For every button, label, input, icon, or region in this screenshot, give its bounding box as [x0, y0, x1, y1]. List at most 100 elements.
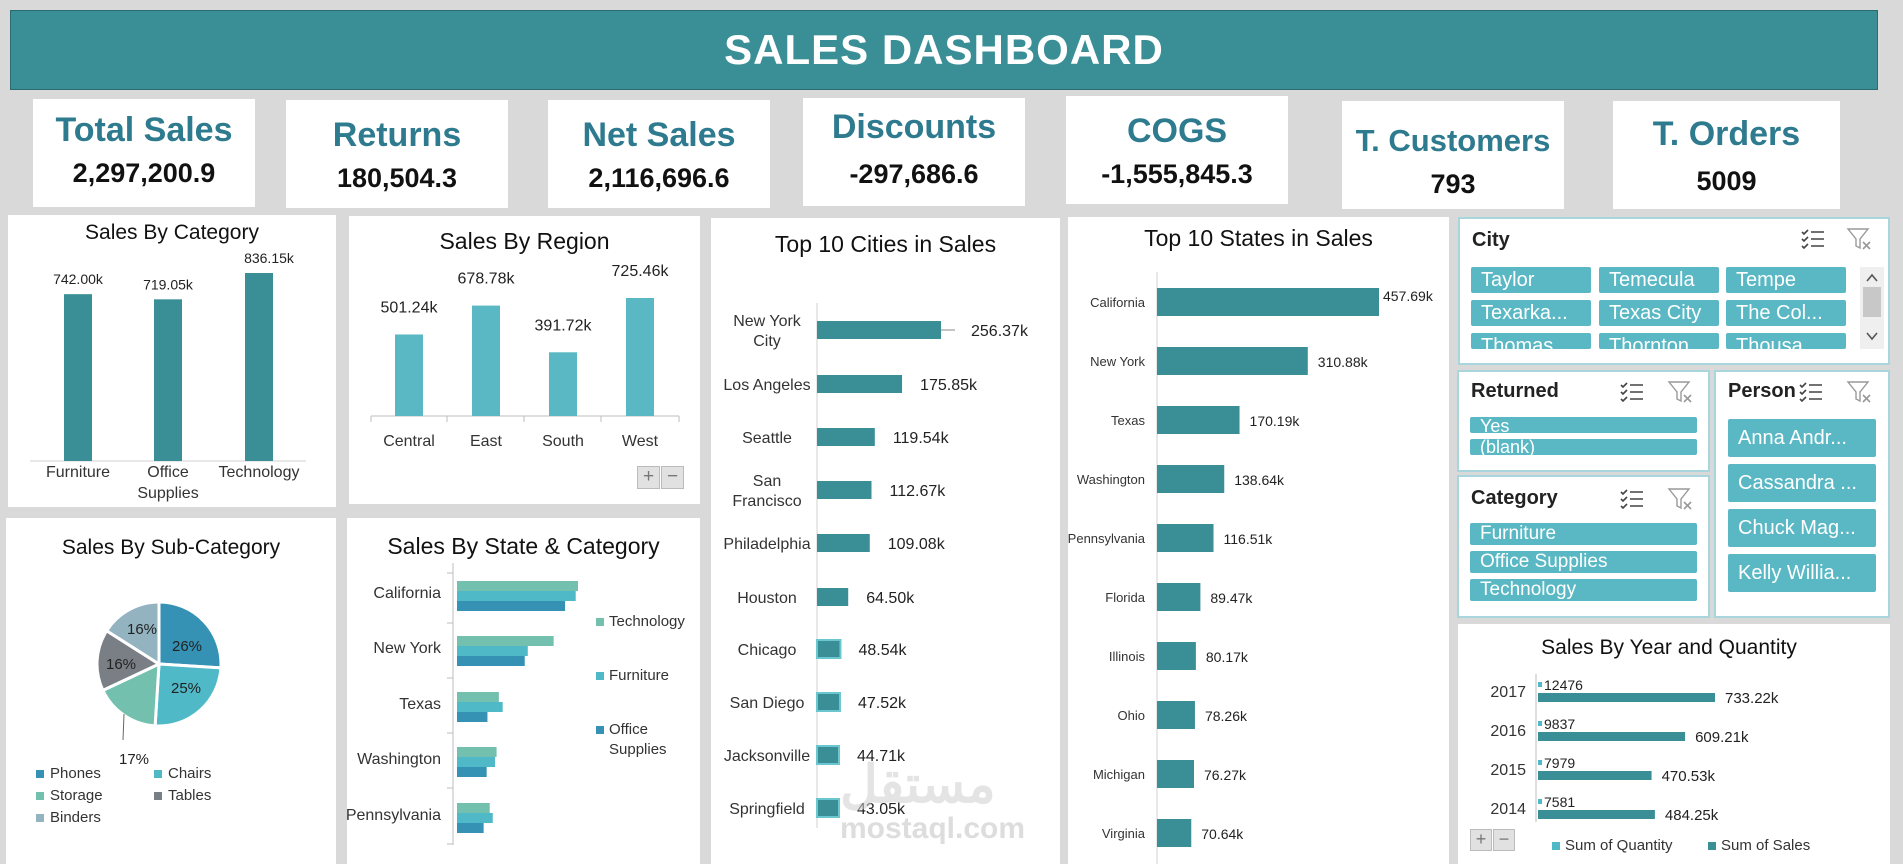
bar	[457, 702, 503, 712]
slicer-item[interactable]: Chuck Mag...	[1728, 509, 1876, 547]
chart-sales-by-category: Sales By Category 742.00k 719.05k 836.15k F…	[8, 215, 336, 507]
slicer-item[interactable]: Cassandra ...	[1728, 464, 1876, 502]
data-label: 16%	[127, 621, 157, 638]
dashboard-title: SALES DASHBOARD	[10, 10, 1878, 90]
bar	[817, 481, 872, 499]
bar	[457, 581, 578, 591]
clear-filter-icon[interactable]	[1846, 227, 1872, 251]
clear-filter-icon[interactable]	[1846, 380, 1872, 404]
expand-icon[interactable]: +	[1470, 829, 1492, 851]
data-label: 609.21k	[1695, 729, 1749, 746]
slicer-returned: Returned Yes (blank)	[1457, 370, 1710, 472]
slicer-item[interactable]: The Col...	[1726, 300, 1846, 326]
data-label: 138.64k	[1234, 472, 1285, 488]
slicer-item[interactable]: Thomas...	[1471, 333, 1591, 349]
tick-label: San Diego	[730, 695, 805, 712]
slicer-item[interactable]: Texas City	[1599, 300, 1719, 326]
scroll-up-icon[interactable]	[1866, 273, 1878, 283]
legend-label: Chairs	[168, 765, 211, 782]
data-label: 25%	[171, 680, 201, 697]
bar	[1538, 693, 1715, 702]
tick-label: Philadelphia	[723, 536, 810, 553]
bar	[1157, 465, 1225, 493]
data-label: 112.67k	[889, 483, 946, 500]
kpi-value: 2,297,200.9	[72, 158, 216, 188]
bar	[457, 712, 488, 722]
bar	[626, 298, 654, 416]
tick-label: New York	[733, 313, 802, 330]
chart-canvas: 256.37k 175.85k 119.54k 112.67k 109.08k 64.50…	[723, 303, 1029, 828]
data-label: 16%	[106, 656, 136, 673]
pie-slice	[95, 628, 163, 693]
tick-label: Pennsylvania	[347, 807, 441, 824]
chart-canvas: 501.24k Central 678.78k East 391.72k South 725…	[370, 263, 680, 450]
slicer-item[interactable]: Tempe	[1726, 267, 1846, 293]
tick-label: California	[1090, 295, 1146, 310]
slicer-item[interactable]: (blank)	[1470, 439, 1697, 455]
data-label: 733.22k	[1725, 690, 1779, 707]
bar	[1157, 288, 1379, 316]
clear-filter-icon[interactable]	[1667, 487, 1693, 511]
bar	[1538, 732, 1686, 741]
chart-title: Sales By State & Category	[387, 533, 660, 559]
kpi-cogs: COGS -1,555,845.3	[1066, 96, 1288, 204]
slicer-person: Person Anna Andr... Cassandra ... Chuck …	[1714, 370, 1890, 618]
tick-label: Springfield	[729, 801, 805, 818]
bar	[457, 591, 576, 601]
kpi-value: -297,686.6	[849, 159, 979, 189]
data-label: 12476	[1544, 677, 1583, 693]
collapse-icon[interactable]: −	[661, 466, 684, 489]
multiselect-icon[interactable]	[1619, 380, 1645, 404]
multiselect-icon[interactable]	[1798, 380, 1824, 404]
slicer-item[interactable]: Temecula	[1599, 267, 1719, 293]
slicer-item[interactable]: Thornton	[1599, 333, 1719, 349]
collapse-icon[interactable]: −	[1493, 829, 1515, 851]
bar	[457, 813, 493, 823]
data-label: 119.54k	[893, 430, 950, 447]
multiselect-icon[interactable]	[1619, 487, 1645, 511]
slicer-item[interactable]: Taylor	[1471, 267, 1591, 293]
tick-label: Furniture	[46, 464, 110, 481]
slicer-item[interactable]: Texarka...	[1471, 300, 1591, 326]
tick-label: Texas	[1111, 413, 1145, 428]
data-label: 116.51k	[1224, 531, 1274, 547]
bar	[1538, 771, 1652, 780]
bar	[457, 692, 499, 702]
bar	[1157, 642, 1196, 670]
tick-label: Houston	[737, 590, 797, 607]
data-label: 109.08k	[888, 536, 946, 553]
slicer-item[interactable]: Technology	[1470, 579, 1697, 601]
slicer-item[interactable]: Furniture	[1470, 523, 1697, 545]
tick-label: 2016	[1490, 723, 1526, 740]
bar	[457, 656, 525, 666]
slicer-item[interactable]: Anna Andr...	[1728, 419, 1876, 457]
pie-slice	[104, 600, 161, 667]
chart-title: Top 10 States in Sales	[1144, 225, 1373, 251]
legend-label: Office	[609, 721, 648, 738]
clear-filter-icon[interactable]	[1667, 380, 1693, 404]
kpi-value: 793	[1430, 169, 1476, 199]
legend-swatch	[36, 792, 44, 800]
kpi-label: Discounts	[831, 108, 997, 146]
bar	[64, 294, 92, 461]
slicer-item[interactable]: Office Supplies	[1470, 551, 1697, 573]
legend-label: Supplies	[609, 741, 667, 758]
bar	[154, 299, 182, 461]
slicer-item[interactable]: Kelly Willia...	[1728, 554, 1876, 592]
tick-label: California	[373, 585, 441, 602]
expand-icon[interactable]: +	[637, 466, 660, 489]
tick-label: Central	[383, 433, 435, 450]
scroll-down-icon[interactable]	[1866, 331, 1878, 341]
slicer-item[interactable]: Yes	[1470, 417, 1697, 433]
slicer-item[interactable]: Thousa...	[1726, 333, 1846, 349]
tick-label: Office	[147, 464, 189, 481]
scroll-thumb[interactable]	[1863, 287, 1881, 317]
tick-label: San	[753, 473, 781, 490]
data-label: 501.24k	[381, 299, 439, 316]
slicer-scrollbar[interactable]	[1860, 267, 1884, 349]
tick-label: Jacksonville	[724, 748, 810, 765]
bar	[457, 747, 497, 757]
multiselect-icon[interactable]	[1800, 227, 1826, 251]
legend-label: Furniture	[609, 667, 669, 684]
legend-swatch	[1708, 842, 1716, 850]
